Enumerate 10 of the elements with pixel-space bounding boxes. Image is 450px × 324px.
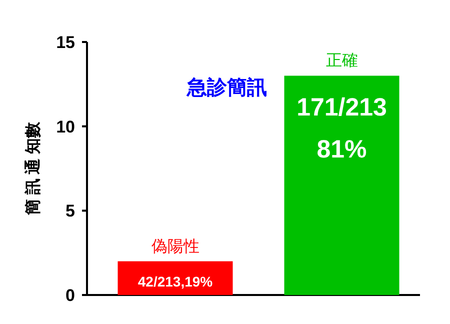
annotation: 急診簡訊 bbox=[186, 76, 267, 99]
y-axis-title: 簡 訊 通 知數 bbox=[24, 120, 42, 216]
annotation: 42/213,19% bbox=[138, 273, 214, 290]
y-tick-label: 15 bbox=[56, 33, 75, 52]
y-tick-label: 5 bbox=[66, 202, 75, 221]
x-tick-label: 偽陽性 bbox=[151, 238, 200, 256]
y-tick-label: 10 bbox=[56, 117, 75, 136]
x-tick-label: 正確 bbox=[326, 52, 358, 70]
y-tick-label: 0 bbox=[66, 286, 75, 305]
annotation: 171/213 81% bbox=[296, 94, 387, 164]
